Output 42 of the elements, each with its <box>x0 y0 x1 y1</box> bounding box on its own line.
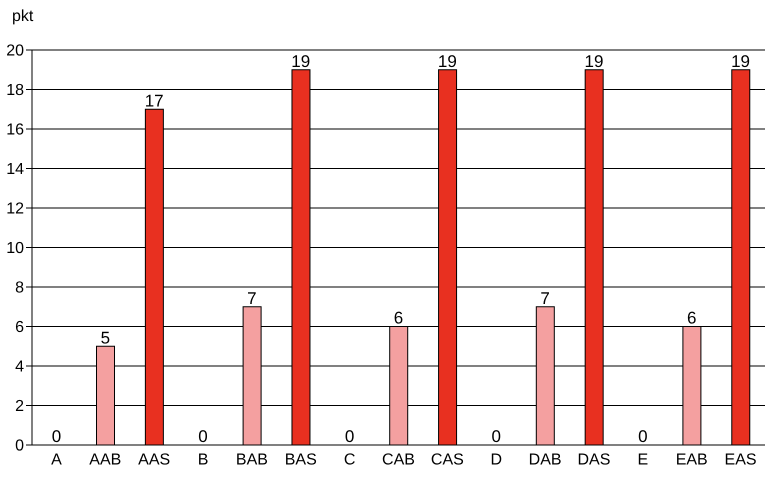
x-tick-label: CAB <box>382 451 415 468</box>
data-label: 5 <box>100 328 110 348</box>
x-tick-label: C <box>344 451 356 468</box>
data-label: 19 <box>584 52 604 71</box>
x-tick-label: AAS <box>138 451 170 468</box>
data-label: 0 <box>198 427 208 446</box>
y-axis-title: pkt <box>12 8 34 26</box>
x-tick-label: DAS <box>578 451 610 468</box>
x-tick-label: E <box>637 451 648 468</box>
data-label: 17 <box>144 91 164 110</box>
y-tick-label: 16 <box>6 122 24 139</box>
data-label: 19 <box>291 52 310 71</box>
x-tick-label: BAB <box>236 451 268 468</box>
x-tick-label: B <box>198 451 208 468</box>
y-tick-label: 6 <box>15 319 24 336</box>
x-tick-label: AAB <box>89 451 122 468</box>
y-tick-label: 12 <box>6 200 24 218</box>
y-tick-label: 10 <box>6 240 24 258</box>
y-tick-label: 8 <box>15 280 24 297</box>
data-label: 19 <box>731 52 750 71</box>
x-tick-label: BAS <box>284 451 317 468</box>
data-label: 19 <box>438 52 457 71</box>
x-tick-label: EAS <box>724 451 757 468</box>
x-tick-label: EAB <box>676 451 708 468</box>
data-label: 6 <box>686 308 696 328</box>
data-label: 6 <box>394 308 404 328</box>
data-label: 0 <box>638 427 648 446</box>
x-tick-label: D <box>490 451 502 468</box>
y-tick-label: 14 <box>6 161 24 178</box>
y-tick-label: 18 <box>6 82 24 100</box>
x-tick-label: DAB <box>528 451 562 468</box>
data-label: 7 <box>247 288 257 308</box>
data-label: 7 <box>540 288 550 308</box>
data-label: 0 <box>344 427 354 446</box>
data-label: 0 <box>52 427 62 446</box>
x-tick-label: A <box>51 451 62 468</box>
y-tick-label: 2 <box>15 398 24 416</box>
y-tick-label: 4 <box>15 358 24 376</box>
y-tick-label: 0 <box>15 438 24 455</box>
x-tick-label: CAS <box>430 451 464 468</box>
y-tick-label: 20 <box>6 42 24 60</box>
data-label: 0 <box>492 427 501 446</box>
